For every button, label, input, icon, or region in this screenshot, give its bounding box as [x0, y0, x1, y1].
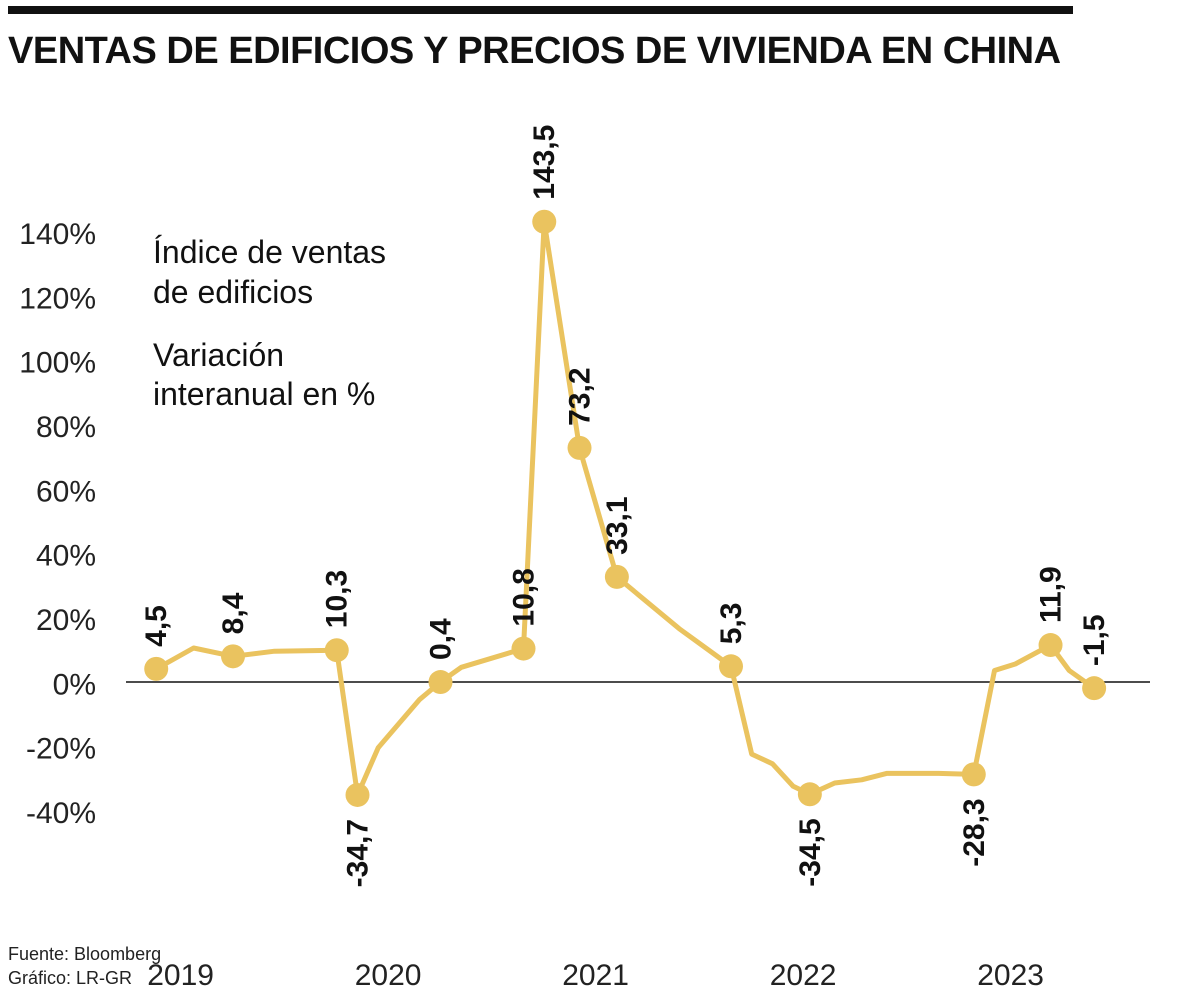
- x-tick-label: 2023: [977, 959, 1044, 992]
- data-point: [221, 644, 245, 669]
- y-tick-label: 100%: [19, 347, 96, 380]
- legend-series-line2: de edificios: [153, 274, 313, 310]
- data-point: [797, 782, 822, 807]
- data-point: [567, 435, 592, 460]
- x-tick-label: 2019: [147, 959, 214, 992]
- data-point: [511, 636, 536, 661]
- data-point: [961, 762, 986, 787]
- x-tick-label: 2020: [355, 959, 422, 992]
- legend-unit-line2: interanual en %: [153, 376, 375, 412]
- data-point: [532, 209, 557, 234]
- source-note: Fuente: Bloomberg Gráfico: LR-GR: [8, 942, 161, 990]
- y-tick-label: 0%: [53, 668, 96, 701]
- y-tick-label: 20%: [36, 604, 96, 637]
- data-label: -34,5: [794, 818, 827, 886]
- data-label: 0,4: [425, 618, 458, 660]
- data-point: [345, 782, 370, 807]
- data-label: 33,1: [601, 496, 634, 554]
- data-point: [324, 638, 349, 663]
- data-labels: 4,5 8,4 10,3 -34,7 0,4 10,8 143,5 73,2 33,1 5,3 -3…: [140, 125, 1111, 888]
- data-label: 143,5: [528, 125, 561, 200]
- x-tick-label: 2022: [770, 959, 837, 992]
- data-point: [1082, 676, 1107, 701]
- y-tick-label: 120%: [19, 282, 96, 315]
- x-axis-ticks: 2019 2020 2021 2022 2023: [147, 959, 1044, 992]
- data-label: -28,3: [958, 798, 991, 866]
- data-label: 10,8: [508, 568, 541, 626]
- data-label: 4,5: [140, 605, 173, 647]
- credit-line: Gráfico: LR-GR: [8, 968, 133, 988]
- legend-unit-line1: Variación: [153, 337, 284, 373]
- legend-series-line1: Índice de ventas: [153, 234, 386, 270]
- series-points: [144, 209, 1107, 807]
- series-line: [153, 219, 1097, 798]
- data-label: 5,3: [715, 603, 748, 645]
- data-label: -34,7: [342, 819, 375, 887]
- y-tick-label: 60%: [36, 475, 96, 508]
- y-tick-label: -20%: [26, 733, 96, 766]
- data-label: 73,2: [564, 367, 597, 425]
- data-label: 8,4: [217, 592, 250, 634]
- data-point: [428, 670, 453, 695]
- x-tick-label: 2021: [562, 959, 629, 992]
- source-line: Fuente: Bloomberg: [8, 944, 162, 964]
- y-axis-ticks: 140% 120% 100% 80% 60% 40% 20% 0% -20% -40%: [19, 218, 96, 830]
- data-point: [1038, 633, 1063, 658]
- chart-title: VENTAS DE EDIFICIOS Y PRECIOS DE VIVIEND…: [8, 30, 1061, 72]
- y-tick-label: 40%: [36, 540, 96, 573]
- data-point: [604, 564, 629, 589]
- legend: Índice de ventas de edificios Variación …: [153, 234, 386, 412]
- y-tick-label: -40%: [26, 797, 96, 830]
- y-tick-label: 140%: [19, 218, 96, 251]
- data-point: [719, 654, 743, 679]
- data-label: -1,5: [1078, 614, 1111, 666]
- data-label: 11,9: [1035, 566, 1068, 623]
- title-rule: [8, 6, 1073, 14]
- data-label: 10,3: [321, 570, 354, 628]
- y-tick-label: 80%: [36, 411, 96, 444]
- data-point: [144, 656, 169, 681]
